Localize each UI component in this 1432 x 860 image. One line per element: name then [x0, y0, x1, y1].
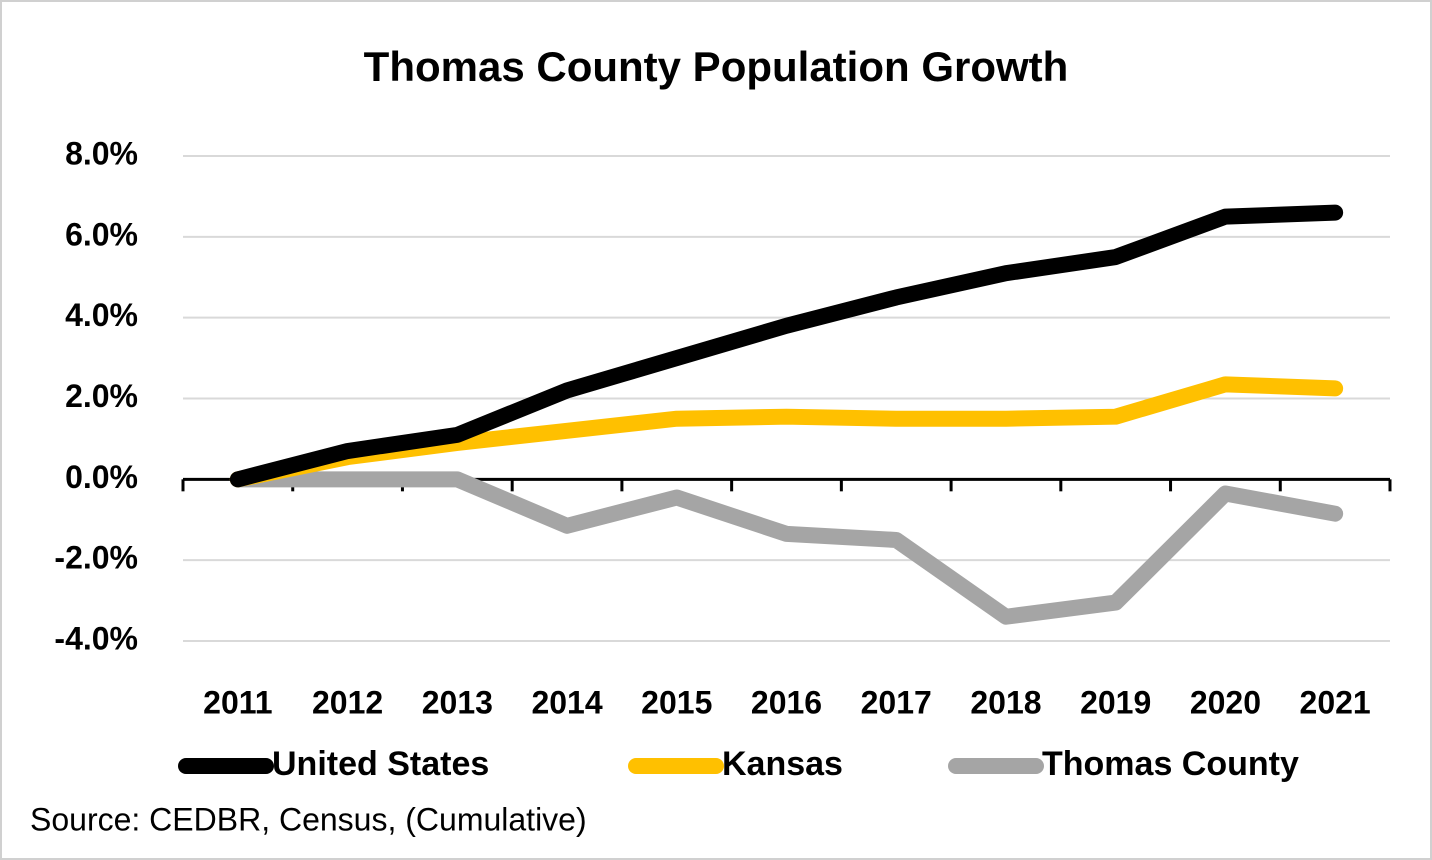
x-tick-label: 2021	[1300, 684, 1371, 720]
chart-title: Thomas County Population Growth	[364, 43, 1069, 90]
x-tick-label: 2012	[312, 684, 383, 720]
series-line	[229, 471, 1344, 625]
y-tick-label: 8.0%	[65, 135, 138, 171]
x-tick-label: 2019	[1080, 684, 1151, 720]
legend-label: Kansas	[722, 745, 843, 783]
y-tick-label: 4.0%	[65, 297, 138, 333]
legend-label: United States	[272, 745, 489, 783]
x-tick-label: 2020	[1190, 684, 1261, 720]
x-tick-label: 2014	[531, 684, 602, 720]
x-tick-label: 2013	[422, 684, 493, 720]
series-line	[229, 204, 1344, 488]
x-tick-label: 2015	[641, 684, 712, 720]
x-tick-label: 2017	[861, 684, 932, 720]
legend-label: Thomas County	[1042, 745, 1299, 783]
y-tick-label: 0.0%	[65, 459, 138, 495]
y-tick-label: -4.0%	[54, 620, 138, 656]
y-tick-label: 6.0%	[65, 216, 138, 252]
x-tick-label: 2016	[751, 684, 822, 720]
x-tick-label: 2011	[203, 684, 272, 720]
source-note: Source: CEDBR, Census, (Cumulative)	[30, 801, 587, 837]
y-tick-label: -2.0%	[54, 540, 138, 576]
y-tick-label: 2.0%	[65, 378, 138, 414]
x-tick-label: 2018	[970, 684, 1041, 720]
